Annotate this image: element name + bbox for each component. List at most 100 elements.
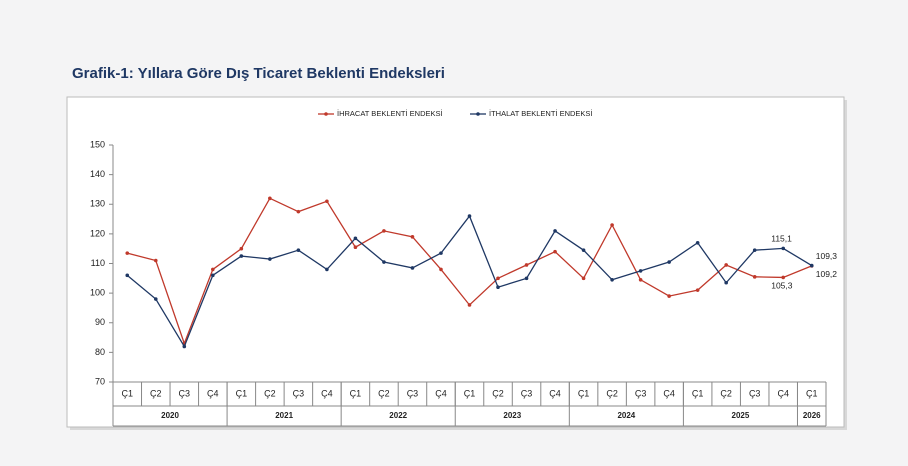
x-tick-label: Ç3 bbox=[635, 388, 647, 398]
value-label: 105,3 bbox=[771, 281, 793, 291]
point bbox=[581, 248, 586, 252]
point bbox=[496, 276, 500, 281]
point bbox=[553, 229, 557, 233]
x-tick-label: Ç4 bbox=[207, 388, 219, 398]
year-label: 2025 bbox=[732, 411, 750, 420]
point bbox=[695, 240, 700, 245]
x-tick-label: Ç1 bbox=[578, 388, 590, 398]
point bbox=[496, 285, 500, 290]
point bbox=[752, 275, 757, 279]
legend-label: İTHALAT BEKLENTİ ENDEKSİ bbox=[489, 109, 593, 118]
point bbox=[524, 276, 529, 281]
year-label: 2020 bbox=[161, 411, 179, 420]
legend-marker bbox=[324, 112, 328, 116]
point bbox=[610, 223, 614, 227]
y-tick-label: 70 bbox=[95, 376, 105, 386]
point bbox=[410, 266, 415, 270]
y-tick-label: 90 bbox=[95, 317, 105, 327]
x-tick-label: Ç2 bbox=[492, 388, 504, 398]
value-label: 109,2 bbox=[816, 269, 838, 279]
point bbox=[268, 196, 272, 201]
point bbox=[610, 277, 614, 282]
point bbox=[125, 251, 130, 255]
y-tick-label: 110 bbox=[91, 258, 105, 268]
point bbox=[125, 273, 130, 278]
y-tick-label: 130 bbox=[90, 199, 105, 209]
point bbox=[781, 275, 786, 280]
point bbox=[724, 263, 728, 267]
x-tick-label: Ç4 bbox=[663, 388, 675, 398]
x-tick-label: Ç2 bbox=[378, 388, 390, 398]
point bbox=[382, 229, 386, 233]
point bbox=[239, 246, 244, 251]
chart-title: Grafik-1: Yıllara Göre Dış Ticaret Bekle… bbox=[72, 65, 445, 82]
point bbox=[752, 248, 757, 252]
point bbox=[325, 267, 329, 272]
point bbox=[382, 260, 386, 264]
year-label: 2022 bbox=[389, 411, 407, 420]
point bbox=[439, 267, 443, 272]
point bbox=[211, 267, 215, 272]
y-tick-label: 100 bbox=[90, 288, 105, 298]
point bbox=[182, 344, 187, 349]
x-tick-label: Ç1 bbox=[350, 388, 362, 398]
x-tick-label: Ç1 bbox=[692, 388, 704, 398]
point bbox=[467, 214, 472, 218]
year-label: 2024 bbox=[617, 411, 635, 420]
point bbox=[211, 273, 215, 278]
x-tick-label: Ç1 bbox=[464, 388, 476, 398]
point bbox=[781, 246, 786, 251]
point bbox=[325, 199, 329, 204]
value-label: 109,3 bbox=[816, 251, 838, 261]
point bbox=[638, 269, 643, 273]
point bbox=[439, 251, 443, 255]
point bbox=[724, 280, 728, 285]
chart-box bbox=[66, 96, 845, 428]
x-tick-label: Ç3 bbox=[749, 388, 761, 398]
y-tick-label: 150 bbox=[90, 139, 105, 149]
point bbox=[553, 249, 557, 254]
x-tick-label: Ç1 bbox=[806, 388, 818, 398]
x-tick-label: Ç2 bbox=[150, 388, 162, 398]
point bbox=[296, 209, 301, 214]
point bbox=[695, 288, 700, 292]
x-tick-label: Ç4 bbox=[435, 388, 447, 398]
point bbox=[239, 254, 244, 258]
year-label: 2026 bbox=[803, 411, 821, 420]
point bbox=[353, 245, 358, 250]
y-tick-label: 80 bbox=[95, 347, 105, 357]
point bbox=[353, 236, 358, 241]
y-tick-label: 120 bbox=[90, 228, 105, 238]
point bbox=[268, 257, 272, 261]
point bbox=[809, 263, 814, 268]
point bbox=[581, 276, 586, 281]
value-label: 115,1 bbox=[771, 234, 792, 244]
x-tick-label: Ç3 bbox=[293, 388, 305, 398]
x-tick-label: Ç2 bbox=[720, 388, 732, 398]
x-tick-label: Ç3 bbox=[179, 388, 191, 398]
point bbox=[667, 260, 671, 264]
point bbox=[153, 258, 158, 263]
x-tick-label: Ç4 bbox=[321, 388, 333, 398]
point bbox=[524, 263, 529, 267]
x-tick-label: Ç2 bbox=[606, 388, 618, 398]
y-tick-label: 140 bbox=[90, 169, 105, 179]
x-tick-label: Ç3 bbox=[521, 388, 533, 398]
legend-marker bbox=[476, 112, 480, 116]
x-tick-label: Ç1 bbox=[236, 388, 248, 398]
x-tick-label: Ç4 bbox=[777, 388, 789, 398]
point bbox=[296, 248, 301, 252]
point bbox=[153, 297, 158, 301]
legend-label: İHRACAT BEKLENTİ ENDEKSİ bbox=[337, 109, 443, 118]
x-tick-label: Ç4 bbox=[549, 388, 561, 398]
point bbox=[638, 277, 643, 282]
point bbox=[667, 294, 671, 298]
x-tick-label: Ç1 bbox=[122, 388, 134, 398]
x-tick-label: Ç2 bbox=[264, 388, 276, 398]
x-tick-label: Ç3 bbox=[407, 388, 419, 398]
point bbox=[467, 303, 472, 307]
point bbox=[410, 235, 415, 239]
year-label: 2021 bbox=[275, 411, 293, 420]
